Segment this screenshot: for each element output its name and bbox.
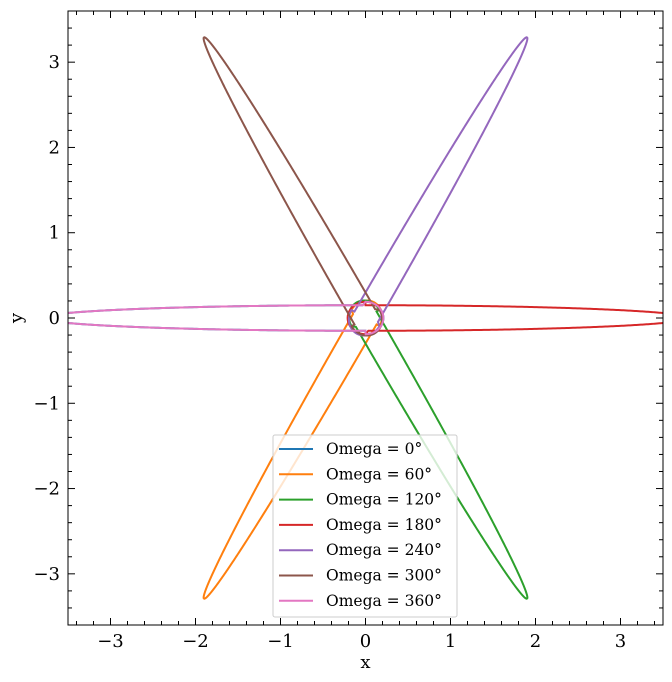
legend-label: Omega = 300°	[326, 567, 442, 585]
x-tick-label: 3	[615, 631, 626, 652]
x-axis-label: x	[360, 652, 370, 673]
y-tick-label: 3	[49, 52, 60, 73]
x-tick-label: 1	[445, 631, 456, 652]
legend-label: Omega = 120°	[326, 491, 442, 509]
series-line-3	[346, 300, 663, 336]
legend-box	[272, 434, 458, 618]
axis-ticks	[68, 10, 663, 626]
series-line-4	[347, 36, 529, 337]
tick-labels: −3 −2 −1 0 1 2 3 −3 −2 −1 0 1 2 3	[33, 52, 626, 652]
y-axis-label: y	[6, 312, 27, 324]
series-line-5	[202, 36, 384, 337]
legend-label: Omega = 0°	[326, 440, 422, 458]
legend-label: Omega = 60°	[326, 465, 432, 483]
x-tick-label: −2	[182, 631, 209, 652]
y-tick-label: 0	[49, 308, 60, 329]
y-tick-label: 1	[49, 223, 60, 244]
series-line-6	[68, 300, 385, 336]
y-tick-label: 2	[49, 137, 60, 158]
x-tick-label: −3	[97, 631, 124, 652]
y-tick-label: −1	[33, 393, 60, 414]
legend-label: Omega = 360°	[326, 592, 442, 610]
legend: Omega = 0° Omega = 60° Omega = 120° Omega =…	[272, 434, 458, 618]
legend-label: Omega = 240°	[326, 541, 442, 559]
x-tick-label: −1	[267, 631, 294, 652]
y-tick-label: −3	[33, 564, 60, 585]
x-tick-label: 0	[360, 631, 371, 652]
legend-label: Omega = 180°	[326, 516, 442, 534]
y-tick-label: −2	[33, 479, 60, 500]
x-tick-label: 2	[530, 631, 541, 652]
